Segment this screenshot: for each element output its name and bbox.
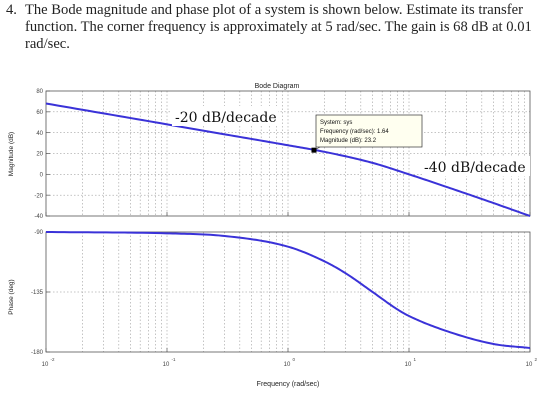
phase-ytick-label: -135 — [31, 290, 44, 296]
magnitude-grid — [46, 91, 530, 216]
figure-title: Bode Diagram — [255, 83, 300, 90]
x-tick-label: 10 — [284, 362, 291, 368]
slope1-annotation: -20 dB/decade — [175, 110, 277, 126]
magnitude-ytick-label: 0 — [40, 173, 44, 179]
slope2-annotation: -40 dB/decade — [424, 160, 526, 176]
x-tick-label: 10 — [42, 362, 49, 368]
x-tick-label: 10 — [405, 362, 412, 368]
magnitude-ytick-label: 20 — [36, 152, 43, 158]
datatip-line1: System: sys — [320, 120, 352, 126]
magnitude-ytick-label: 40 — [36, 131, 43, 137]
question-number: 4. — [6, 2, 17, 18]
x-tick-exponent: -1 — [172, 357, 176, 362]
x-tick-exponent: 1 — [414, 357, 417, 362]
x-tick-exponent: 2 — [535, 357, 538, 362]
magnitude-ytick-label: 80 — [36, 89, 43, 95]
phase-y-label: Phase (deg) — [8, 279, 15, 314]
x-tick-label: 10 — [163, 362, 170, 368]
phase-ytick-label: -90 — [34, 230, 43, 236]
axis-ticks: 806040200-20-40-90-135-18010-210-1100101… — [31, 89, 538, 368]
x-axis-label: Frequency (rad/sec) — [257, 381, 320, 388]
x-tick-label: 10 — [526, 362, 533, 368]
slope2-label-bg — [422, 156, 530, 176]
magnitude-ytick-label: -20 — [34, 193, 43, 199]
magnitude-ytick-label: -40 — [34, 214, 43, 220]
magnitude-y-label: Magnitude (dB) — [8, 132, 15, 176]
x-tick-exponent: 0 — [293, 357, 296, 362]
datatip: System: sys Frequency (rad/sec): 1.64 Ma… — [311, 114, 423, 153]
slope1-label-bg — [172, 106, 278, 126]
magnitude-curve — [45, 102, 531, 217]
datatip-marker — [311, 147, 317, 153]
question-text: The Bode magnitude and phase plot of a s… — [24, 2, 532, 52]
datatip-line3: Magnitude (dB): 23.2 — [320, 138, 377, 144]
phase-ytick-label: -180 — [31, 350, 44, 356]
magnitude-ytick-label: 60 — [36, 110, 43, 116]
phase-curve — [45, 231, 531, 349]
datatip-box — [315, 114, 423, 148]
datatip-line2: Frequency (rad/sec): 1.64 — [320, 129, 389, 135]
question-block: 4. The Bode magnitude and phase plot of … — [6, 2, 552, 53]
x-tick-exponent: -2 — [51, 357, 55, 362]
